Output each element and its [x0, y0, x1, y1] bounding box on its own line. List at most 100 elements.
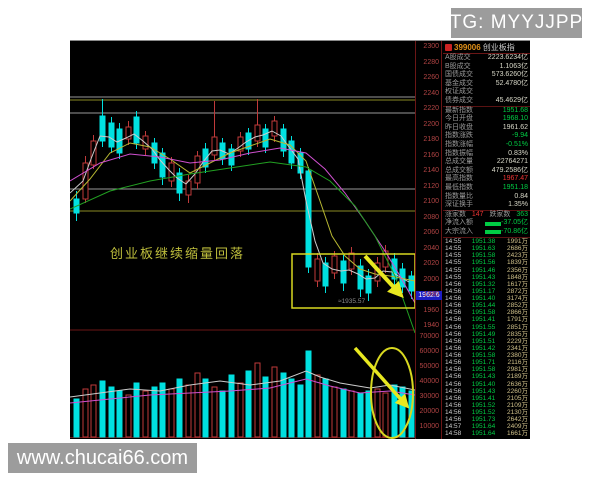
tick-row: 14:55 1951.46 2356万 — [445, 266, 528, 274]
index-stats-section: 最新指数 1951.68 今日开盘 1968.10 昨日收盘 1961.62 指数涨跌 -9.… — [443, 105, 530, 210]
price-axis-label: 2020 — [423, 260, 439, 267]
price-axis-label: 2300 — [423, 43, 439, 50]
tick-list[interactable]: 14:55 1951.38 1991万 14:55 1951.63 2686万 14:55 1… — [443, 237, 530, 438]
quote-value: 45.4629亿 — [495, 96, 528, 104]
quote-label: 今日开盘 — [445, 115, 473, 123]
quote-label: 指数振幅 — [445, 149, 473, 157]
quote-row: A股成交 2223.6234亿 — [443, 54, 530, 63]
price-axis-label: 2160 — [423, 151, 439, 159]
quote-value: 2223.6234亿 — [487, 54, 528, 61]
quote-row: 总成交量 22764271 — [443, 158, 530, 167]
quote-row: 昨日收盘 1961.62 — [443, 124, 530, 133]
flow-bar-icon — [485, 230, 502, 235]
annotation-text: 创业板继续缩量回落 — [110, 246, 246, 261]
tick-row: 14:56 1951.71 2116万 — [445, 359, 528, 367]
flow-row: 净流入额 -37.05亿 — [443, 219, 530, 228]
quote-row: 今日开盘 1968.10 — [443, 115, 530, 124]
quote-panel: 399006 创业板指 A股成交 2223.6234亿 B股成交 1.1063亿 国债成… — [443, 41, 530, 236]
flow-label: 净流入额 — [445, 219, 473, 227]
tick-row: 14:56 1951.41 2105万 — [445, 394, 528, 402]
quote-row: 总成交额 479.2586亿 — [443, 167, 530, 176]
breadth-flow-section: 涨家数 147 跌家数 363 净流入额 -37.05亿 大宗流入 -70.86亿 — [443, 209, 530, 237]
quote-value: -9.94 — [512, 132, 528, 140]
tick-row: 14:58 1951.64 1661万 — [445, 430, 528, 438]
quote-value: 1968.10 — [502, 115, 528, 123]
price-axis-label: 2100 — [423, 198, 439, 205]
volume-bars — [73, 350, 415, 438]
quote-label: 指数量比 — [445, 192, 473, 200]
low-price-label: ≈1935.57 — [338, 298, 366, 305]
volume-axis-label: 60000 — [419, 348, 439, 355]
price-axis-label: 1940 — [423, 322, 439, 329]
tick-row: 14:56 1951.43 2189万 — [445, 373, 528, 381]
quote-row: 国债成交 573.6260亿 — [443, 71, 530, 80]
volume-axis-label: 40000 — [419, 378, 439, 385]
quote-value: 1961.62 — [502, 123, 528, 131]
tick-row: 14:56 1951.42 2341万 — [445, 344, 528, 352]
volume-axis-label: 70000 — [419, 333, 439, 340]
stock-code: 399006 — [454, 42, 481, 52]
quote-label: 总成交额 — [445, 166, 473, 174]
chart-area[interactable] — [70, 41, 415, 439]
quote-label: 总成交量 — [445, 158, 473, 166]
highlight-box — [291, 253, 415, 309]
quote-value: 0.83% — [508, 149, 528, 157]
quote-row: 权证成交 — [443, 88, 530, 97]
price-axis-label: 2040 — [423, 244, 439, 252]
watermark-telegram: TG: MYYJJPP — [450, 8, 582, 38]
volume-axis-label: 50000 — [419, 363, 439, 370]
tick-row: 14:55 1951.58 2423万 — [445, 252, 528, 260]
flow-row: 大宗流入 -70.86亿 — [443, 228, 530, 237]
up-count: 147 — [471, 210, 484, 218]
quote-value: 1951.68 — [502, 106, 528, 114]
trading-app-screenshot: 创业板继续缩量回落 ≈1935.57 1962.6 2300 2280 2260 22… — [70, 40, 530, 439]
price-axis-label: 2200 — [423, 120, 439, 128]
candlesticks — [73, 99, 415, 301]
tick-row: 14:56 1951.44 2852万 — [445, 302, 528, 310]
price-axis-label: 2180 — [423, 136, 439, 143]
tick-row: 14:57 1951.64 2409万 — [445, 423, 528, 431]
tick-row: 14:56 1951.58 2981万 — [445, 366, 528, 374]
quote-label: 债券成交 — [445, 96, 473, 104]
quote-value: 573.6260亿 — [491, 71, 528, 79]
tick-row: 14:55 1951.63 2686万 — [445, 245, 528, 253]
quote-row: 最高指数 1967.47 — [443, 175, 530, 184]
flow-value: -70.86亿 — [501, 227, 528, 235]
down-count-label: 跌家数 — [489, 210, 511, 218]
quote-label: 最高指数 — [445, 175, 473, 183]
quote-row: 指数量比 0.84 — [443, 193, 530, 202]
panel-header[interactable]: 399006 创业板指 — [443, 41, 530, 54]
tick-row: 14:55 1951.56 1839万 — [445, 259, 528, 267]
quote-row: 最新指数 1951.68 — [443, 107, 530, 116]
quote-value: 52.4780亿 — [495, 79, 528, 87]
tick-row: 14:56 1951.49 2835万 — [445, 330, 528, 338]
quote-value: -0.51% — [505, 140, 528, 148]
tick-row: 14:56 1951.55 2851万 — [445, 323, 528, 331]
price-axis-label: 1980 — [423, 291, 439, 298]
volume-axis-label: 10000 — [419, 423, 439, 430]
breadth-row: 涨家数 147 跌家数 363 — [443, 211, 530, 220]
price-axis-label: 2240 — [423, 89, 439, 97]
quote-label: 昨日收盘 — [445, 123, 473, 131]
quote-value: 1.35% — [508, 201, 528, 209]
tick-row: 14:56 1951.51 2229万 — [445, 337, 528, 345]
volume-axis-label: 30000 — [419, 393, 439, 400]
price-axis-label: 2220 — [423, 105, 439, 112]
tick-row: 14:56 1951.58 2380万 — [445, 352, 528, 359]
quote-row: 深证换手 1.35% — [443, 201, 530, 210]
watermark-website: www.chucai66.com — [8, 443, 197, 473]
tick-row: 14:56 1951.41 1791万 — [445, 316, 528, 324]
app-icon — [445, 43, 452, 51]
price-axis-label: 1960 — [423, 306, 439, 314]
quote-label: 国债成交 — [445, 71, 473, 79]
quote-row: 指数涨跌 -9.94 — [443, 132, 530, 141]
price-down-arrow-icon — [363, 254, 404, 299]
volume-down-arrow-icon — [353, 346, 410, 409]
moving-average-lines — [70, 130, 415, 404]
tick-row: 14:56 1951.43 2260万 — [445, 387, 528, 395]
flow-value: -37.05亿 — [501, 219, 528, 227]
tick-row: 14:56 1951.73 2642万 — [445, 416, 528, 424]
stock-name: 创业板指 — [482, 42, 515, 52]
tick-row: 14:55 1951.38 1991万 — [445, 238, 528, 245]
